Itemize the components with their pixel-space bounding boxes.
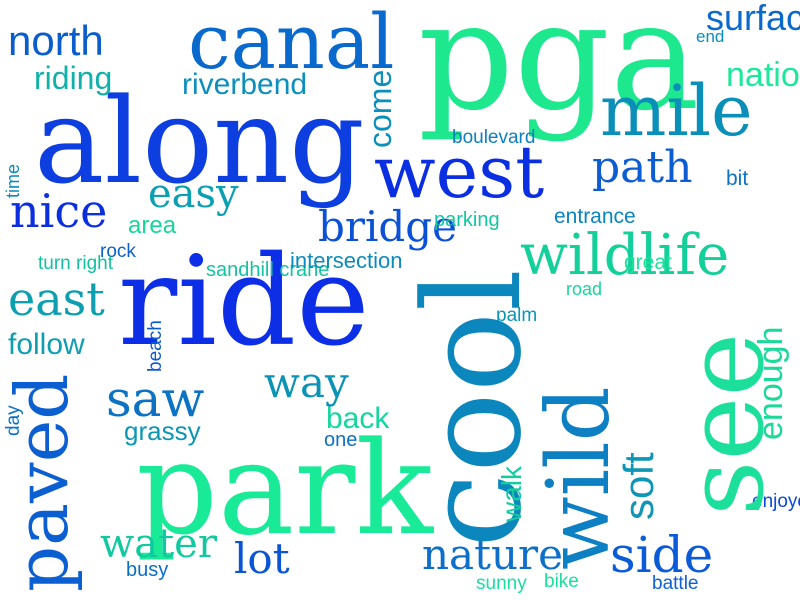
word-saw: easy [148, 171, 239, 217]
word-turn-right: walk [496, 465, 527, 522]
word-easy: mile [600, 70, 753, 152]
word-enjoyed: intersection [290, 248, 403, 273]
word-surface: lot [234, 534, 290, 583]
word-area: surface [706, 0, 800, 38]
word-time: bike [544, 571, 579, 592]
word-cool: great [624, 251, 672, 274]
word-battle: sandhill crane [206, 259, 330, 281]
word-enough: one [324, 429, 358, 451]
word-wild: palm [496, 305, 538, 326]
word-riding: path [592, 142, 693, 193]
word-mile: park [136, 415, 433, 564]
word-day: enjoyed [752, 491, 800, 512]
word-follow: come [362, 69, 398, 148]
word-nature: way [264, 358, 349, 407]
word-nice: canal [188, 0, 395, 86]
word-walk: sunny [476, 573, 527, 594]
word-one: parking [434, 209, 500, 231]
word-end: national [726, 56, 800, 94]
word-pga: pga [418, 0, 700, 144]
word-come: busy [126, 559, 169, 581]
word-busy: entrance [554, 205, 636, 228]
word-parking: follow [8, 328, 85, 361]
word-lot: wildlife [520, 223, 730, 288]
word-boulevard: riverbend [182, 68, 308, 101]
word-road: boulevard [452, 127, 536, 148]
word-back: nature [422, 530, 563, 579]
word-east: nice [10, 184, 108, 238]
word-ride: ride [118, 230, 370, 374]
word-sunny: rock [100, 241, 136, 262]
word-entrance: grassy [124, 416, 201, 446]
word-great: end [696, 27, 725, 46]
word-grassy: water [100, 521, 217, 567]
word-way: bridge [318, 202, 458, 251]
word-along: along [34, 72, 365, 210]
word-soft: day [3, 405, 24, 436]
word-rock: back [326, 402, 390, 435]
word-west: wild [529, 386, 629, 570]
word-bridge: side [610, 526, 714, 584]
word-bit: riding [34, 60, 113, 96]
word-sandhill-crane: area [128, 212, 177, 239]
word-path: east [8, 272, 105, 326]
word-palm: bit [726, 167, 749, 190]
word-water: saw [106, 370, 205, 428]
word-national: soft [615, 452, 662, 520]
word-wildlife: north [8, 17, 104, 64]
word-north: west [374, 130, 545, 214]
word-paved: beach [145, 320, 166, 372]
word-beach: battle [652, 573, 699, 594]
word-see: road [566, 279, 603, 299]
word-riverbend: enough [752, 326, 790, 440]
word-intersection: time [3, 163, 23, 198]
word-bike: turn right [38, 253, 113, 274]
